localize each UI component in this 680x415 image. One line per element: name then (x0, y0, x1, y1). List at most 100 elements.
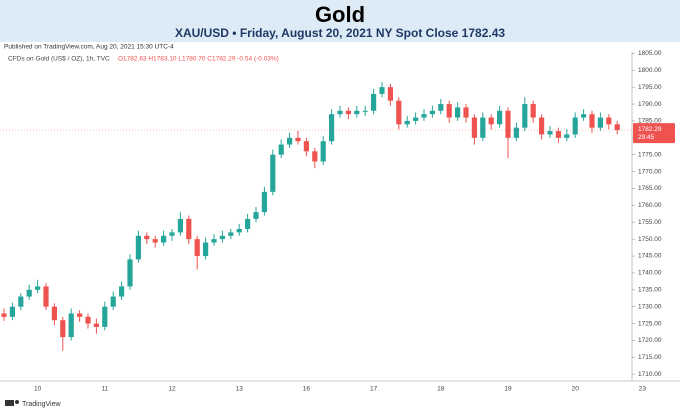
candle-body (505, 110, 511, 138)
candle-body (362, 110, 368, 112)
candle-body (303, 141, 309, 152)
y-tick-label: 1795.00 (638, 84, 662, 91)
candle-body (413, 117, 419, 121)
x-tick-label: 20 (572, 386, 580, 393)
candle-body (522, 104, 528, 128)
y-tick-label: 1755.00 (638, 219, 662, 226)
candle-body (26, 289, 32, 297)
candle-body (186, 218, 192, 240)
y-tick-label: 1805.00 (638, 50, 662, 57)
candle-body (135, 235, 141, 260)
candle-body (371, 93, 377, 111)
candle-body (345, 110, 351, 115)
candle-body (539, 117, 545, 135)
y-tick-label: 1725.00 (638, 320, 662, 327)
published-note: Published on TradingView.com, Aug 20, 20… (4, 44, 174, 51)
candle-body (219, 235, 225, 240)
y-tick-label: 1740.00 (638, 270, 662, 277)
y-tick-label: 1720.00 (638, 337, 662, 344)
candle-body (471, 117, 477, 138)
y-tick-label: 1785.00 (638, 118, 662, 125)
candle-body (68, 313, 74, 338)
candle-body (93, 323, 99, 327)
candle-body (278, 144, 284, 155)
title-banner (0, 0, 680, 42)
candle-body (513, 127, 519, 138)
candle-body (488, 117, 494, 125)
candle-body (589, 114, 595, 128)
candle-body (329, 114, 335, 142)
candle-body (43, 286, 49, 307)
candle-body (404, 120, 410, 125)
last-price-box (633, 123, 675, 144)
y-tick-label: 1765.00 (638, 185, 662, 192)
candle-body (77, 313, 83, 317)
candle-body (203, 242, 209, 257)
x-tick-label: 11 (101, 386, 108, 393)
y-tick-label: 1745.00 (638, 253, 662, 260)
y-tick-label: 1750.00 (638, 236, 662, 243)
candle-body (152, 239, 158, 243)
candle-body (446, 104, 452, 118)
brand-logo (5, 400, 19, 406)
y-tick-label: 1715.00 (638, 354, 662, 361)
candle-body (144, 235, 150, 240)
candle-body (245, 218, 251, 230)
candle-body (261, 191, 267, 213)
y-tick-label: 1775.00 (638, 151, 662, 158)
ohlc-info: O1782.63 H1783.10 L1780.70 C1782.29 -0.5… (118, 56, 279, 63)
candle-body (169, 232, 175, 236)
candle-body (51, 306, 57, 321)
candle-body (497, 110, 503, 125)
x-tick-label: 19 (504, 386, 512, 393)
candle-body (480, 117, 486, 138)
candle-body (119, 286, 125, 297)
candle-body (581, 114, 587, 118)
x-tick-label: 23 (639, 386, 647, 393)
candle-body (547, 131, 553, 135)
candle-body (438, 104, 444, 111)
candle-body (379, 87, 385, 94)
candle-body (35, 286, 41, 290)
candle-body (287, 137, 293, 145)
candle-body (337, 110, 343, 115)
chart-title: Gold (315, 2, 365, 27)
x-tick-label: 16 (303, 386, 311, 393)
candle-body (102, 306, 108, 327)
candle-body (60, 320, 66, 338)
candle-body (597, 117, 603, 128)
candle-body (421, 114, 427, 118)
candle-body (253, 212, 259, 219)
candle-body (387, 87, 393, 101)
candle-body (161, 235, 167, 243)
candle-body (236, 229, 242, 233)
x-tick-label: 10 (34, 386, 42, 393)
candle-body (555, 131, 561, 138)
candle-body (127, 259, 133, 287)
x-tick-label: 18 (437, 386, 445, 393)
candle-body (530, 104, 536, 118)
candle-body (606, 117, 612, 125)
candle-body (194, 239, 200, 257)
candle-body (1, 313, 7, 317)
candle-body (455, 107, 461, 118)
x-tick-label: 12 (168, 386, 176, 393)
candle-body (614, 124, 620, 131)
candle-body (463, 107, 469, 118)
candle-body (312, 151, 318, 162)
candle-body (572, 117, 578, 135)
candle-body (354, 110, 360, 115)
y-tick-label: 1770.00 (638, 168, 662, 175)
brand-name: TradingView (22, 401, 61, 408)
logo-mark (5, 400, 14, 406)
candle-body (295, 137, 301, 142)
candle-body (320, 141, 326, 162)
countdown-label: 29:45 (638, 134, 655, 141)
candle-body (396, 100, 402, 125)
chart-subtitle: XAU/USD • Friday, August 20, 2021 NY Spo… (175, 26, 505, 40)
candle-body (564, 134, 570, 138)
candle-body (18, 296, 24, 307)
y-tick-label: 1790.00 (638, 101, 662, 108)
y-tick-label: 1760.00 (638, 202, 662, 209)
